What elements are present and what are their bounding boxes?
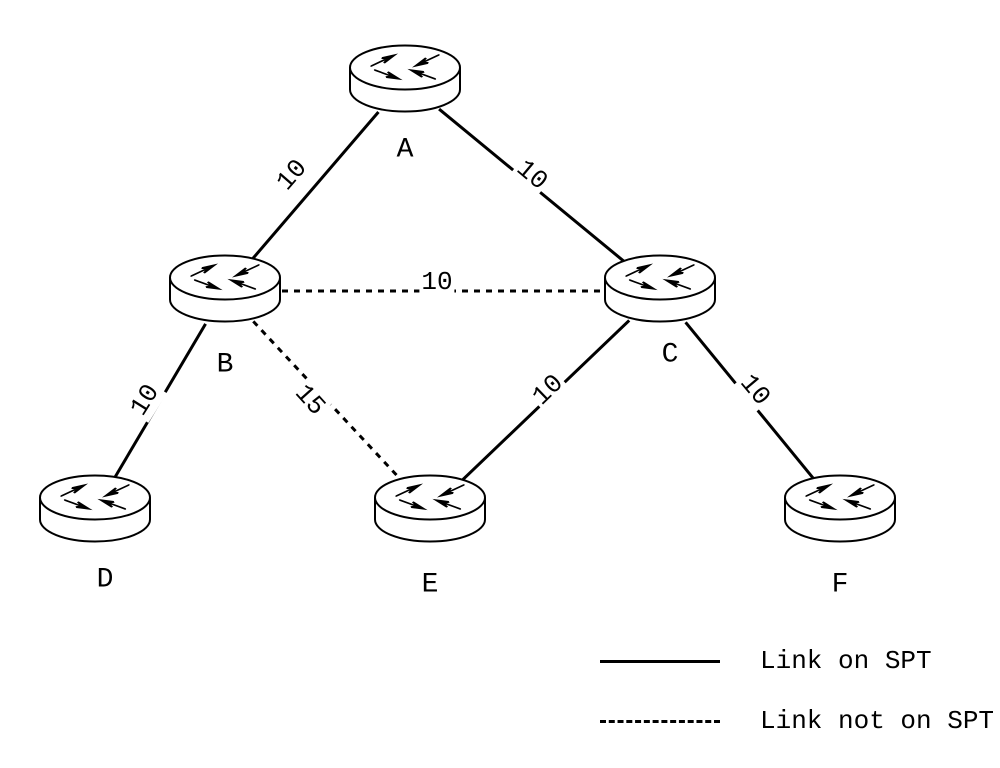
edge-weight-B-E: 15 [287,377,333,423]
router-node-D [37,473,153,550]
router-node-F [782,473,898,550]
router-node-E [372,473,488,550]
legend-text-not_spt: Link not on SPT [760,706,994,736]
node-label-C: C [662,340,679,371]
router-icon [602,253,718,325]
router-icon [37,473,153,545]
router-node-B [167,253,283,330]
edge-weight-B-C: 10 [419,267,454,297]
router-icon [167,253,283,325]
edge-weight-A-C: 10 [509,152,555,198]
legend-line-not_spt [600,720,720,723]
edge-weight-C-F: 10 [732,367,778,413]
edge-A-B [252,112,379,260]
node-label-A: A [397,135,414,166]
legend-text-on_spt: Link on SPT [760,646,932,676]
edge-weight-A-B: 10 [269,152,315,198]
node-label-D: D [97,565,114,596]
node-label-B: B [217,350,234,381]
node-label-E: E [422,570,439,601]
router-icon [372,473,488,545]
edge-weight-B-D: 10 [123,377,167,423]
node-label-F: F [832,570,849,601]
router-node-C [602,253,718,330]
edge-weight-C-E: 10 [525,367,571,413]
spt-diagram: A B C D E F 10 10 10 10 15 10 10 Link on SPT Link not… [0,0,1000,768]
router-node-A [347,43,463,120]
router-icon [782,473,898,545]
router-icon [347,43,463,115]
legend-line-on_spt [600,660,720,663]
